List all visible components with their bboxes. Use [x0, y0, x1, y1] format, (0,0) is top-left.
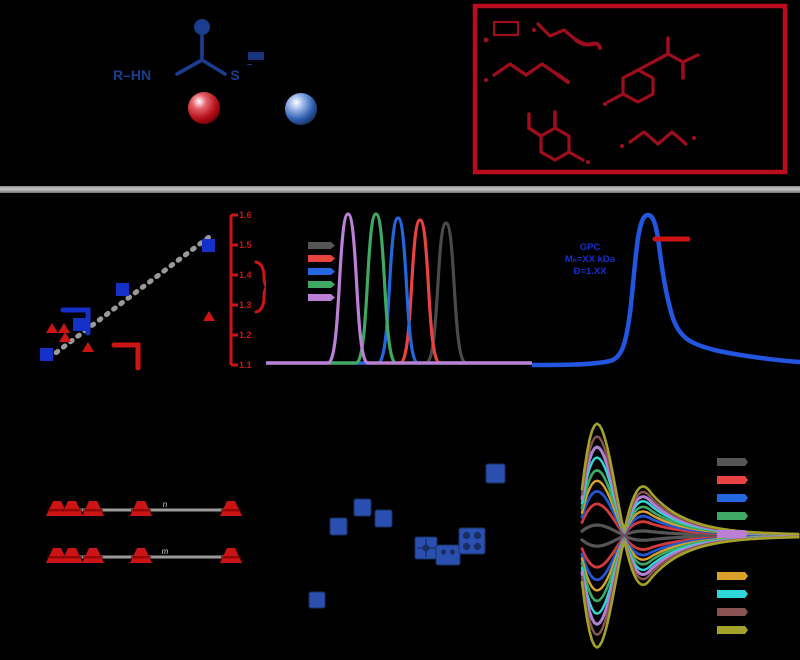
svg-text:S: S — [230, 67, 239, 83]
svg-text:m: m — [162, 547, 169, 556]
svg-text:Mₙ=XX kDa: Mₙ=XX kDa — [565, 254, 616, 265]
svg-text:1.3: 1.3 — [239, 300, 252, 310]
svg-text:1.1: 1.1 — [239, 360, 252, 370]
svg-text:1.6: 1.6 — [239, 210, 252, 220]
svg-text:1.5: 1.5 — [239, 240, 252, 250]
svg-text:1.2: 1.2 — [239, 330, 252, 340]
svg-text:n: n — [163, 500, 168, 509]
svg-text:1.4: 1.4 — [239, 270, 252, 280]
svg-text:GPC: GPC — [580, 242, 601, 253]
svg-text:–: – — [247, 59, 253, 70]
svg-text:R–HN: R–HN — [113, 67, 151, 83]
svg-text:Đ=1.XX: Đ=1.XX — [573, 266, 607, 277]
